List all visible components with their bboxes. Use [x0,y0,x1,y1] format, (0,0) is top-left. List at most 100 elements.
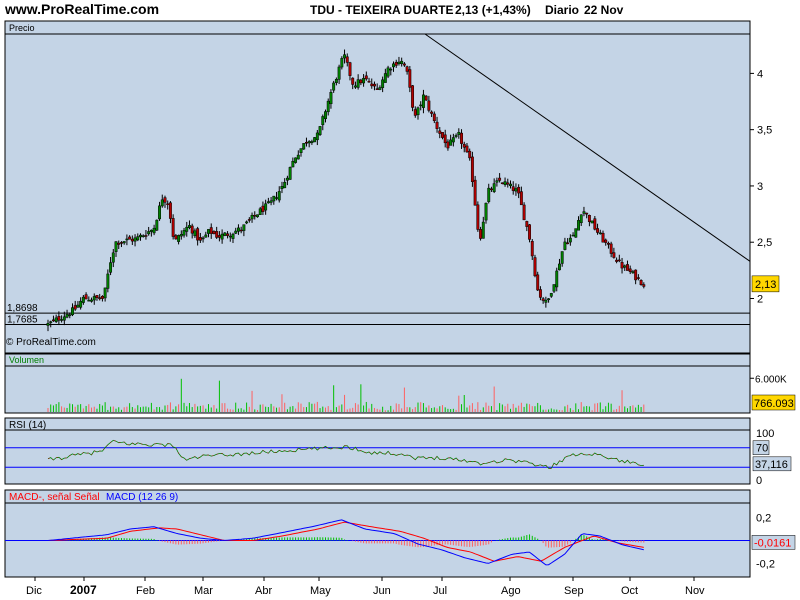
candle-body [536,274,540,291]
candle-body [519,191,523,206]
candle-body [642,284,646,287]
rsi-panel [4,417,751,485]
candle-body [364,75,368,80]
xaxis-label: 2007 [70,583,97,597]
candle-body [421,94,425,108]
candle-body [57,315,61,321]
candle-body [593,218,597,230]
candle-body [125,238,129,241]
candle-body [163,197,167,203]
candle-body [487,187,491,202]
candle-body [615,259,619,262]
candle-body [111,252,115,263]
candle-body [419,104,423,107]
candle-body [193,230,197,237]
candle-body [383,73,387,83]
candle-body [544,299,548,303]
candle-body [465,145,469,153]
candle-body [495,180,499,183]
candle-body [247,219,251,221]
candle-body [408,69,412,88]
candle-body [220,233,224,240]
candle-body [188,225,191,228]
candle-body [506,182,510,185]
candle-body [90,299,93,302]
candle-body [158,205,161,220]
candle-body [481,221,485,239]
candle-body [623,265,627,268]
candle-body [454,135,458,137]
candle-body [87,299,91,302]
ticker-name: TDU - TEIXEIRA DUARTE [310,3,454,17]
xaxis-label: Abr [255,585,272,597]
price-ytick-label: 2,5 [757,237,772,249]
candle-body [609,243,613,254]
candle-body [427,100,431,111]
candle-body [460,132,463,144]
candle-body [503,181,507,185]
candle-body [345,56,349,63]
candle-body [305,142,308,144]
candle-body [147,231,151,235]
candle-body [103,287,107,299]
candle-body [277,191,281,201]
candle-body [46,323,50,326]
support-level-label: 1,8698 [7,303,38,314]
candle-body [432,113,436,122]
candle-body [155,219,159,231]
candle-body [264,203,268,211]
xaxis-label: Ago [501,585,521,597]
candle-body [296,154,300,160]
xaxis-label: Jun [373,585,391,597]
candle-body [228,235,232,238]
candle-body [525,221,529,227]
candle-body [392,63,395,68]
candle-body [98,297,102,300]
candle-body [394,61,398,66]
candle-body [76,304,80,308]
volume-panel-title: Volumen [9,355,44,365]
candle-body [269,200,273,203]
candle-body [400,60,404,65]
candle-body [353,85,357,88]
candle-body [541,298,545,301]
candle-body [332,82,336,91]
rsi-level-badge [752,440,770,455]
candle-body [517,186,521,194]
candle-body [117,242,121,245]
candle-body [606,242,610,245]
candle-body [373,83,376,87]
candle-body [438,130,442,134]
candle-body [484,202,488,221]
macd-value-badge [751,535,796,550]
candle-body [552,284,556,292]
candle-body [275,197,278,199]
candle-body [329,92,333,105]
candle-body [571,234,575,237]
candle-body [476,204,480,230]
candle-body [381,79,385,88]
period-label: Diario [545,3,580,17]
candle-body [68,314,72,316]
macd-value-label: -0,0161 [754,537,791,549]
candle-body [318,126,322,135]
candle-body [634,269,638,281]
candle-body [182,230,186,236]
candle-body [215,231,219,238]
price-ytick-label: 3,5 [757,125,772,137]
price-ytick-label: 3 [757,181,763,193]
candle-body [62,316,66,321]
support-level-label: 1,7685 [7,315,38,326]
candle-body [223,232,227,236]
xaxis-label: Feb [136,585,155,597]
candle-body [587,215,591,222]
macd-signal-title: MACD-, señal Señal [9,492,100,503]
candle-body [451,137,455,143]
candle-body [530,241,534,257]
macd-signal-line [47,521,644,562]
candle-body [509,183,512,187]
candle-body [226,233,230,236]
candle-body [234,230,238,234]
candle-body [122,241,126,244]
macd-title: MACD (12 26 9) [106,492,178,503]
